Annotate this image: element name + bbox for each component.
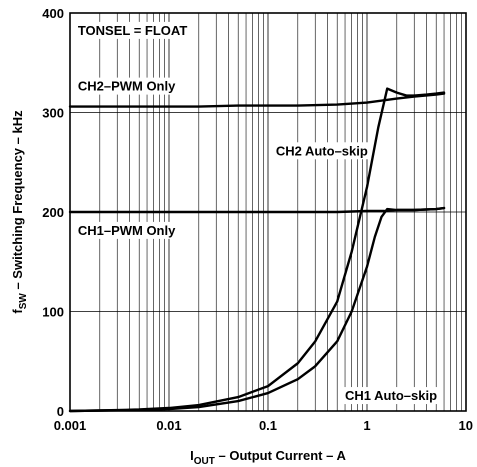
x-tick-label: 0.001 bbox=[54, 418, 87, 433]
x-tick-label: 0.01 bbox=[156, 418, 181, 433]
x-tick-label: 0.1 bbox=[259, 418, 277, 433]
x-tick-label: 1 bbox=[363, 418, 370, 433]
y-tick-label: 0 bbox=[57, 404, 64, 419]
y-tick-label: 400 bbox=[42, 6, 64, 21]
annotation-background bbox=[74, 21, 191, 39]
y-tick-label: 200 bbox=[42, 205, 64, 220]
series-line-4 bbox=[68, 206, 446, 413]
annotation-label: CH2–PWM Only bbox=[78, 79, 176, 94]
y-tick-label: 100 bbox=[42, 305, 64, 320]
annotation-label: TONSEL = FLOAT bbox=[78, 23, 187, 38]
annotation-label: CH1 Auto–skip bbox=[345, 388, 437, 403]
annotation-background bbox=[272, 142, 371, 160]
curves bbox=[68, 87, 446, 413]
x-tick-label: 10 bbox=[459, 418, 473, 433]
y-axis-label: fSW – Switching Frequency – kHz bbox=[10, 110, 29, 314]
annotations: TONSEL = FLOAT CH2–PWM Only CH2 Auto–skip C… bbox=[74, 21, 441, 405]
annotation-label: CH2 Auto–skip bbox=[276, 143, 368, 158]
annotation-label: CH1–PWM Only bbox=[78, 223, 176, 238]
x-axis-label: IOUT – Output Current – A bbox=[190, 448, 346, 467]
series-line-2 bbox=[68, 87, 446, 413]
annotation-background bbox=[74, 77, 180, 95]
series-line-1 bbox=[68, 92, 446, 108]
y-tick-label: 300 bbox=[42, 106, 64, 121]
annotation-background bbox=[342, 387, 441, 405]
annotation-background bbox=[74, 221, 180, 239]
plot-frame bbox=[69, 12, 467, 412]
